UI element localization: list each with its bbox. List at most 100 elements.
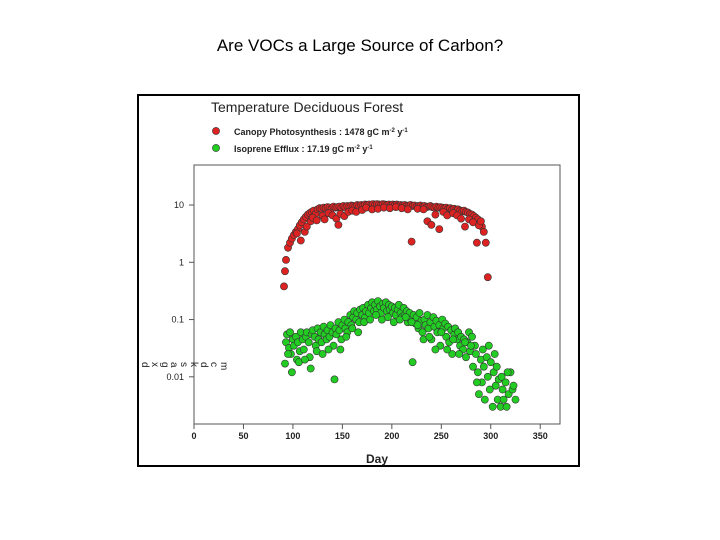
isoprene-efflux-point xyxy=(281,359,289,368)
x-tick-label: 150 xyxy=(335,431,350,441)
y-label-glyph: m xyxy=(218,362,229,370)
legend-item-isoprene: Isoprene Efflux : 17.19 gC m-2 y-1 xyxy=(212,144,373,154)
slide-title: Are VOCs a Large Source of Carbon? xyxy=(216,36,504,55)
isoprene-efflux-point xyxy=(401,313,410,322)
legend-label-canopy: Canopy Photosynthesis : 1478 gC m-2 y-1 xyxy=(234,127,408,137)
isoprene-efflux-point xyxy=(284,350,292,358)
x-tick-label: 250 xyxy=(434,431,449,441)
isoprene-efflux-point xyxy=(501,378,510,387)
y-tick-label: 0.1 xyxy=(171,315,184,325)
isoprene-efflux-point xyxy=(408,358,417,367)
y-tick-label: 10 xyxy=(174,200,184,210)
isoprene-efflux-point xyxy=(503,368,512,377)
x-tick-label: 100 xyxy=(285,431,300,441)
isoprene-efflux-point xyxy=(300,355,309,364)
canopy-photosynthesis-point xyxy=(481,238,490,247)
canopy-photosynthesis-point xyxy=(334,220,343,229)
canopy-photosynthesis-point xyxy=(302,222,311,231)
canopy-photosynthesis-point xyxy=(476,217,485,226)
isoprene-efflux-point xyxy=(324,345,333,354)
canopy-photosynthesis-point xyxy=(427,220,436,229)
legend-label-isoprene: Isoprene Efflux : 17.19 gC m-2 y-1 xyxy=(234,144,373,154)
y-tick-label: 1 xyxy=(179,257,184,267)
isoprene-efflux-point xyxy=(490,350,499,358)
isoprene-efflux-point xyxy=(415,309,424,317)
isoprene-efflux-point xyxy=(372,311,380,319)
series-isoprene-efflux xyxy=(281,297,520,411)
canopy-photosynthesis-point xyxy=(435,225,444,233)
canopy-photosynthesis-point xyxy=(296,236,305,245)
canopy-photosynthesis-point xyxy=(483,273,492,282)
y-label-glyph: d xyxy=(198,362,209,368)
canopy-photosynthesis-point xyxy=(419,205,428,214)
isoprene-efflux-point xyxy=(502,402,511,411)
isoprene-efflux-point xyxy=(480,395,489,404)
isoprene-efflux-point xyxy=(492,362,501,371)
isoprene-efflux-point xyxy=(471,350,480,358)
isoprene-efflux-point xyxy=(342,332,351,341)
canopy-photosynthesis-point xyxy=(461,222,469,231)
y-label-glyph: a xyxy=(168,362,179,368)
x-axis: 0 50 100 150 200 250 300 350 xyxy=(191,424,548,441)
isoprene-efflux-point xyxy=(330,375,339,384)
series-canopy-photosynthesis xyxy=(280,200,492,291)
legend-marker-canopy xyxy=(212,127,220,135)
isoprene-efflux-point xyxy=(469,362,477,371)
canopy-photosynthesis-point xyxy=(479,227,488,236)
isoprene-efflux-point xyxy=(467,341,475,350)
isoprene-efflux-point xyxy=(486,358,495,367)
isoprene-efflux-point xyxy=(443,345,452,354)
x-axis-label: Day xyxy=(366,452,388,466)
isoprene-efflux-point xyxy=(336,345,345,354)
isoprene-efflux-point xyxy=(366,315,374,324)
y-axis: 10 1 0.1 0.01 xyxy=(166,200,194,382)
canopy-photosynthesis-point xyxy=(282,255,290,264)
isoprene-efflux-point xyxy=(383,313,392,322)
y-label-glyph: g xyxy=(159,362,170,368)
isoprene-efflux-point xyxy=(304,338,313,347)
y-tick-label: 0.01 xyxy=(166,372,184,382)
isoprene-efflux-point xyxy=(472,378,481,387)
isoprene-efflux-point xyxy=(498,385,507,394)
plot-area xyxy=(193,164,561,425)
isoprene-efflux-point xyxy=(286,328,294,337)
canopy-photosynthesis-point xyxy=(472,238,481,247)
canopy-photosynthesis-point xyxy=(407,237,416,246)
y-label-glyph: c xyxy=(208,362,219,367)
legend: Canopy Photosynthesis : 1478 gC m-2 y-1 … xyxy=(212,127,408,154)
canopy-photosynthesis-point xyxy=(281,267,289,276)
x-tick-label: 350 xyxy=(533,431,548,441)
isoprene-efflux-point xyxy=(437,328,446,337)
isoprene-efflux-point xyxy=(431,345,440,354)
isoprene-efflux-point xyxy=(509,381,518,390)
canopy-photosynthesis-point xyxy=(403,205,412,214)
y-label-glyph: s xyxy=(178,362,189,367)
y-label-glyph: k xyxy=(188,362,199,368)
canopy-photosynthesis-point xyxy=(312,216,321,225)
isoprene-efflux-point xyxy=(425,332,434,341)
canopy-photosynthesis-point xyxy=(292,229,301,238)
legend-item-canopy: Canopy Photosynthesis : 1478 gC m-2 y-1 xyxy=(212,127,408,137)
isoprene-efflux-point xyxy=(473,368,482,377)
isoprene-efflux-point xyxy=(462,353,470,362)
chart-figure: Temperature Deciduous Forest Canopy Phot… xyxy=(137,94,580,467)
isoprene-efflux-point xyxy=(488,402,497,411)
legend-marker-isoprene xyxy=(212,144,220,152)
chart-title: Temperature Deciduous Forest xyxy=(211,99,403,115)
isoprene-efflux-point xyxy=(461,338,469,347)
canopy-photosynthesis-point xyxy=(280,282,288,291)
y-label-glyph: x xyxy=(149,362,160,367)
x-tick-label: 0 xyxy=(191,431,196,441)
isoprene-efflux-point xyxy=(478,345,487,354)
canopy-photosynthesis-point xyxy=(320,215,329,224)
x-tick-label: 300 xyxy=(483,431,498,441)
isoprene-efflux-point xyxy=(483,372,492,381)
isoprene-efflux-point xyxy=(497,372,506,381)
isoprene-efflux-point xyxy=(299,345,308,354)
isoprene-efflux-point xyxy=(485,385,494,394)
isoprene-efflux-point xyxy=(413,321,422,329)
isoprene-efflux-point xyxy=(491,381,500,390)
isoprene-efflux-point xyxy=(484,341,493,350)
x-tick-label: 50 xyxy=(238,431,248,441)
isoprene-efflux-point xyxy=(306,364,315,373)
